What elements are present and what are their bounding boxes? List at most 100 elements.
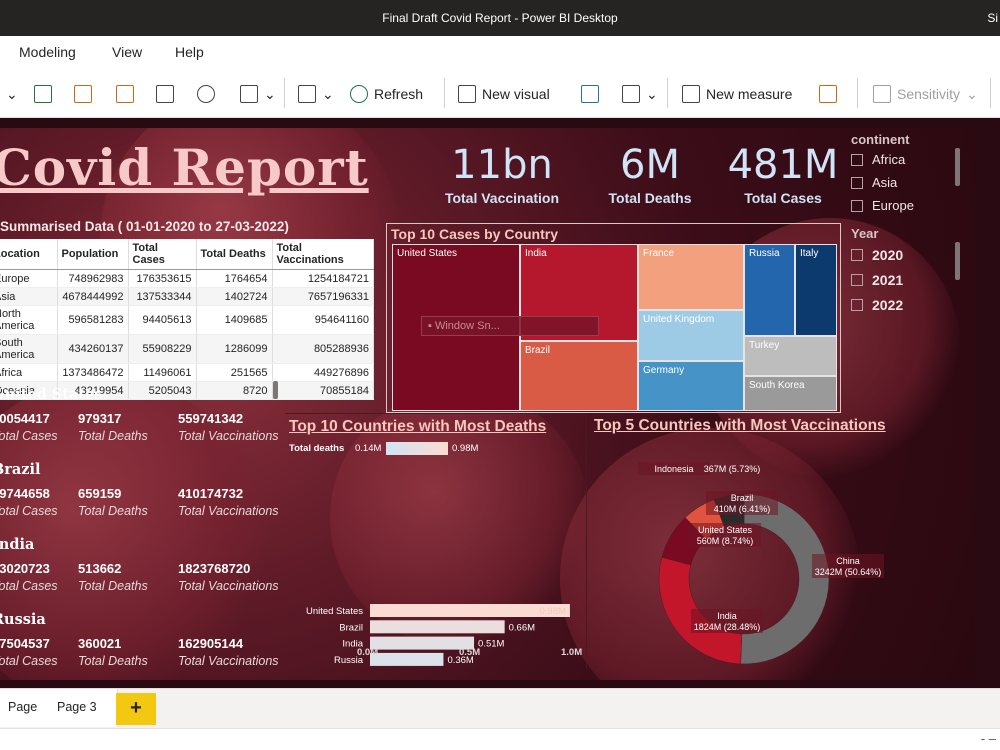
recent-sources-icon[interactable] (197, 83, 215, 105)
treemap-tile[interactable]: Italy (795, 244, 837, 336)
deaths-bar[interactable] (370, 652, 444, 666)
col-header[interactable]: Total Deaths (196, 239, 273, 270)
kpi-total-cases[interactable]: 481M Total Cases (722, 142, 844, 206)
year-option-2021[interactable]: 2021 (851, 272, 903, 288)
vacc-value: 1823768720 (178, 561, 251, 576)
kpi-label: Total Vaccination (444, 190, 560, 206)
bar-value-label: 0.66M (509, 622, 535, 633)
continent-option-asia[interactable]: Asia (851, 175, 897, 190)
treemap-tile[interactable]: Brazil (520, 341, 638, 411)
option-label: Europe (872, 198, 914, 213)
treemap-tile[interactable]: Germany (638, 361, 744, 411)
enter-data-icon[interactable] (156, 83, 174, 105)
table-row[interactable]: North America596581283944056131409685954… (0, 305, 374, 335)
chevron-down-icon[interactable]: ⌄ (6, 85, 18, 102)
year-option-2020[interactable]: 2020 (851, 247, 903, 263)
checkbox[interactable] (851, 176, 863, 189)
treemap-tile[interactable]: Turkey (744, 336, 837, 376)
checkbox[interactable] (851, 153, 863, 166)
card-country: United States (0, 386, 103, 403)
text-box-icon[interactable] (581, 83, 599, 105)
bar-value-label: 0.36M (447, 655, 473, 666)
menu-view[interactable]: View (112, 44, 143, 60)
country-card: Russia 17504537 Total Cases 360021 Total Dea… (0, 611, 282, 668)
col-header[interactable]: Population (57, 239, 129, 270)
continent-option-europe[interactable]: Europe (851, 198, 914, 213)
checkbox[interactable] (851, 249, 863, 261)
vacc-label: Total Vaccinations (178, 579, 278, 593)
deaths-label: Total Deaths (78, 504, 148, 518)
bar-category-label: United States (306, 606, 363, 617)
treemap-tile[interactable]: South Korea (744, 376, 837, 411)
card-vacc: 559741342 Total Vaccinations (178, 411, 278, 443)
sensitivity-button[interactable]: Sensitivity ⌄ (873, 83, 978, 105)
deaths-bar-chart[interactable]: Top 10 Countries with Most Deaths Total … (285, 413, 587, 668)
table-cell: 434260137 (57, 334, 129, 364)
tab-page-3[interactable]: Page 3 (37, 689, 118, 727)
tile-label: India (525, 248, 547, 259)
card-cases: 17504537 Total Cases (0, 636, 78, 668)
kpi-total-deaths[interactable]: 6M Total Deaths (590, 142, 710, 206)
checkbox[interactable] (851, 199, 863, 212)
col-header[interactable]: Location (0, 239, 58, 270)
dataset-icon[interactable] (74, 83, 92, 105)
menu-modeling[interactable]: Modeling (19, 44, 76, 60)
tile-label: Russia (749, 248, 780, 259)
more-visuals-icon[interactable]: ⌄ (622, 83, 658, 105)
donut-slice[interactable] (740, 493, 830, 665)
table-cell: 954641160 (272, 305, 374, 335)
card-country: Brazil (0, 461, 41, 478)
user-name[interactable]: Si (987, 11, 998, 25)
table-cell: 43219954 (57, 381, 129, 400)
menu-help[interactable]: Help (175, 44, 204, 60)
deaths-bar[interactable] (370, 604, 570, 617)
tile-label: Brazil (525, 345, 551, 356)
sensitivity-label: Sensitivity (897, 86, 961, 102)
continent-scrollbar[interactable] (955, 148, 960, 186)
legend-label: Total deaths (289, 443, 345, 454)
treemap-tile[interactable]: France (638, 244, 744, 310)
table-row[interactable]: Oceania432199545205043872070855184 (0, 381, 374, 400)
vaccination-donut-chart[interactable]: Top 5 Countries with Most Vaccinations C… (590, 413, 975, 668)
checkbox[interactable] (851, 299, 863, 311)
table-row[interactable]: Europe7489629831763536151764654125418472… (0, 269, 374, 288)
deaths-bar[interactable] (370, 620, 505, 634)
option-label: 2021 (872, 272, 904, 288)
new-visual-button[interactable]: New visual (458, 83, 550, 105)
kpi-value: 6M (620, 142, 680, 188)
continent-option-africa[interactable]: Africa (851, 152, 905, 167)
table-cell: 1409685 (196, 305, 273, 335)
year-option-2022[interactable]: 2022 (851, 297, 903, 313)
treemap-visual[interactable]: Top 10 Cases by Country United States Ind… (386, 223, 841, 413)
add-page-button[interactable]: + (116, 693, 156, 725)
table-cell: 1402724 (196, 287, 273, 306)
col-header[interactable]: Total Vaccinations (272, 239, 374, 270)
card-vacc: 162905144 Total Vaccinations (178, 636, 278, 668)
donut-slice-name: India (717, 611, 737, 621)
zoom-minus-icon[interactable]: - – (980, 731, 996, 746)
treemap-tile[interactable]: Russia (744, 244, 795, 336)
deaths-bar[interactable] (370, 636, 475, 650)
table-row[interactable]: South America434260137559082291286099805… (0, 334, 374, 364)
table-row[interactable]: Asia467844499213753334414027247657196331 (0, 287, 374, 306)
table-cell: Africa (0, 363, 58, 382)
new-measure-button[interactable]: New measure (682, 83, 792, 105)
checkbox[interactable] (851, 274, 863, 286)
year-scrollbar[interactable] (955, 242, 960, 280)
cards-scrollbar[interactable] (273, 381, 278, 399)
dataverse-icon[interactable] (116, 83, 134, 105)
table-cell: 1254184721 (272, 269, 374, 288)
kpi-total-vaccination[interactable]: 11bn Total Vaccination (434, 142, 570, 206)
deaths-label: Total Deaths (78, 429, 148, 443)
quick-measure-icon[interactable] (819, 83, 837, 105)
edit-queries-icon[interactable]: ⌄ (298, 83, 334, 105)
table-row[interactable]: Africa137348647211496061251565449276896 (0, 363, 374, 382)
summary-table-visual[interactable]: Summarised Data ( 01-01-2020 to 27-03-20… (0, 215, 386, 400)
refresh-button[interactable]: Refresh (350, 83, 423, 105)
treemap-tile[interactable]: United Kingdom (638, 310, 744, 361)
excel-icon[interactable] (34, 83, 52, 105)
transform-data-icon[interactable]: ⌄ (240, 83, 276, 105)
page-tabs-bar: Page 2 Page 3 + (0, 688, 1000, 728)
kpi-label: Total Deaths (608, 190, 692, 206)
col-header[interactable]: Total Cases (128, 239, 197, 270)
